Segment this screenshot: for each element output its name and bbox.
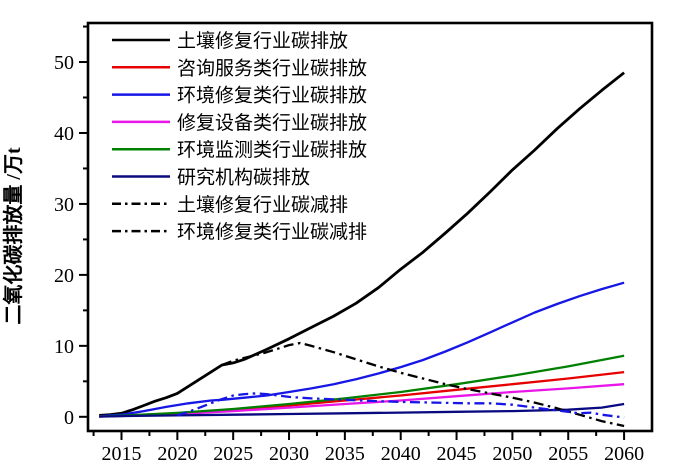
legend-item-5: 环境监测类行业碳排放: [112, 139, 367, 161]
y-axis-title: 二氧化碳排放量 /万t: [1, 147, 25, 325]
legend-item-8: 环境修复类行业碳减排: [112, 221, 367, 243]
legend-item-6: 研究机构碳排放: [112, 167, 310, 189]
x-tick-label: 2020: [157, 443, 197, 465]
legend-item-1: 土壤修复行业碳排放: [112, 30, 348, 52]
x-tick-label: 2035: [325, 443, 365, 465]
y-tick-label: 0: [64, 407, 74, 429]
plot-area: 2015 2020 2025 2030 2035 2040 2045 2050 2055 2060…: [54, 21, 654, 465]
x-tick-label: 2045: [437, 443, 477, 465]
legend-label: 土壤修复行业碳排放: [177, 30, 348, 52]
series-line-6: [99, 402, 625, 418]
y-tick-label: 10: [54, 336, 74, 358]
y-tick-label: 50: [54, 52, 74, 74]
x-tick-label: 2050: [492, 443, 532, 465]
y-tick-label: 20: [54, 265, 74, 287]
x-tick-label: 2055: [548, 443, 588, 465]
legend-item-4: 修复设备类行业碳排放: [112, 112, 367, 134]
legend-label: 环境修复类行业碳减排: [177, 221, 367, 243]
y-tick-label: 30: [54, 194, 74, 216]
series-line-7: [221, 341, 625, 428]
legend-label: 环境修复类行业碳排放: [177, 85, 367, 107]
x-tick-label: 2025: [213, 443, 253, 465]
x-tick-label: 2015: [102, 443, 142, 465]
legend-label: 咨询服务类行业碳排放: [177, 57, 367, 79]
legend-item-3: 环境修复类行业碳排放: [112, 85, 367, 107]
legend-label: 修复设备类行业碳排放: [177, 112, 367, 134]
series-line-8: [176, 392, 625, 419]
legend-label: 土壤修复行业碳减排: [177, 194, 348, 216]
plot-frame: [86, 21, 654, 433]
legend-item-7: 土壤修复行业碳减排: [112, 194, 348, 216]
y-tick-label: 40: [54, 123, 74, 145]
x-tick-label: 2060: [604, 443, 644, 465]
legend-item-2: 咨询服务类行业碳排放: [112, 57, 367, 79]
series-line-1: [99, 71, 625, 417]
legend-label: 研究机构碳排放: [177, 167, 310, 189]
x-tick-label: 2040: [381, 443, 421, 465]
series-line-3: [99, 281, 625, 418]
x-tick-label: 2030: [269, 443, 309, 465]
series-line-5: [99, 354, 625, 418]
legend-label: 环境监测类行业碳排放: [177, 139, 367, 161]
